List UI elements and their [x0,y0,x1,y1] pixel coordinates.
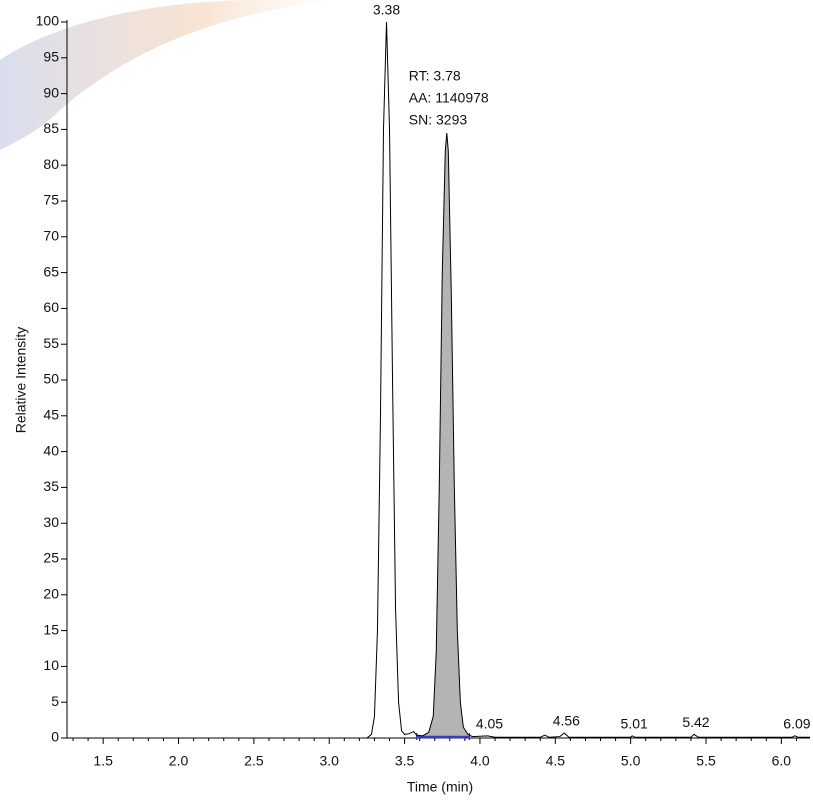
y-tick-label: 100 [36,13,60,29]
y-tick-label: 25 [43,550,59,566]
y-tick-label: 70 [43,228,59,244]
peak-area [416,132,468,739]
peak-label: 4.56 [553,713,580,729]
peak-label: 3.38 [373,2,400,18]
y-tick-label: 65 [43,263,59,279]
x-tick-label: 4.5 [546,753,566,769]
y-tick-label: 85 [43,120,59,136]
y-tick-label: 30 [43,514,59,530]
watermark [0,0,340,150]
y-tick-label: 60 [43,299,59,315]
y-tick-label: 95 [43,49,59,65]
x-tick-label: 6.0 [772,753,792,769]
y-axis-label: Relative Intensity [13,327,29,434]
y-tick-label: 5 [51,693,59,709]
peak-label: 5.42 [682,714,709,730]
x-tick-label: 2.5 [244,753,264,769]
y-tick-label: 75 [43,192,59,208]
x-tick-label: 4.0 [470,753,490,769]
y-tick-label: 50 [43,371,59,387]
trace [67,21,810,739]
x-tick-label: 5.5 [696,753,716,769]
x-tick-label: 3.5 [395,753,415,769]
y-tick-label: 10 [43,657,59,673]
y-tick-label: 20 [43,586,59,602]
y-tick-label: 80 [43,156,59,172]
y-tick-label: 35 [43,478,59,494]
x-tick-label: 1.5 [93,753,113,769]
y-tick-label: 40 [43,442,59,458]
x-tick-label: 5.0 [621,753,641,769]
peak-annotation: SN: 3293 [409,112,468,128]
y-tick-label: 90 [43,84,59,100]
y-tick-label: 0 [51,729,59,745]
x-axis-label: Time (min) [407,779,473,795]
y-tick-label: 15 [43,621,59,637]
x-tick-label: 3.0 [320,753,340,769]
peak-annotation: RT: 3.78 [409,68,461,84]
x-tick-label: 2.0 [169,753,189,769]
peak-label: 4.05 [476,716,503,732]
peak-label: 5.01 [621,716,648,732]
peak-annotation: AA: 1140978 [409,90,489,106]
y-tick-label: 55 [43,335,59,351]
peak-label: 6.09 [783,716,810,732]
y-tick-label: 45 [43,407,59,423]
